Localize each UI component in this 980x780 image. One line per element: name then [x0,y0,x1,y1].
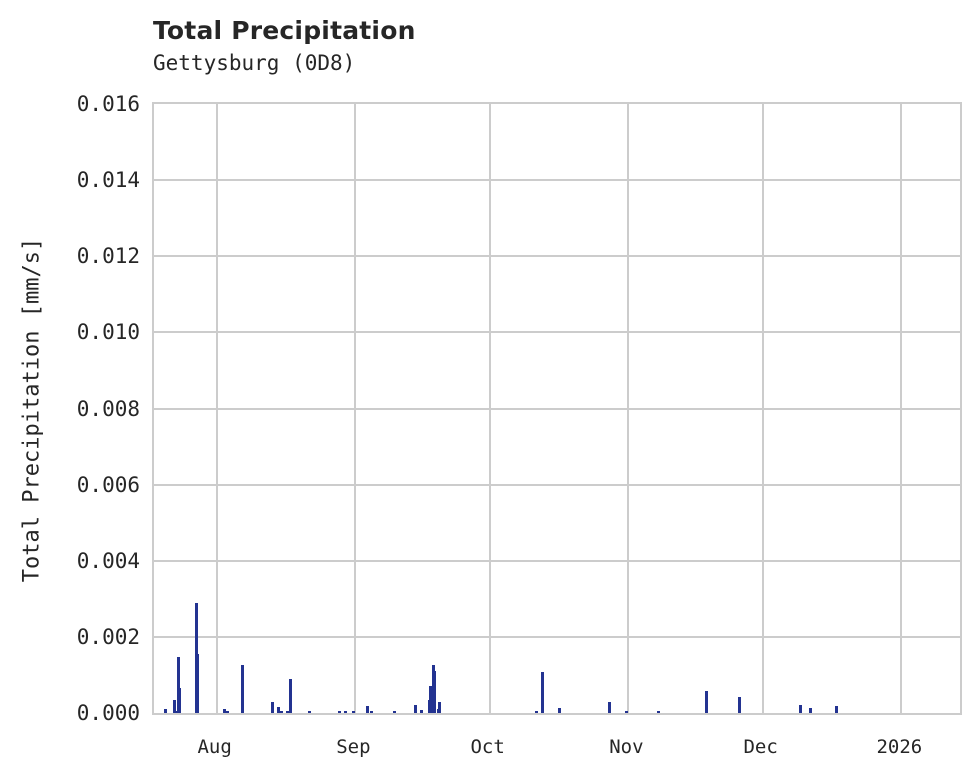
h-gridline [154,635,960,638]
precipitation-bar [656,711,660,713]
y-tick-label: 0.014 [76,168,140,193]
precipitation-bar [437,702,441,713]
precipitation-bar [705,690,709,713]
y-tick-label: 0.002 [76,624,140,649]
v-gridline [488,104,491,713]
precipitation-bar [799,705,803,713]
precipitation-bar [624,711,628,713]
precipitation-bar [535,711,539,713]
chart-subtitle: Gettysburg (0D8) [153,51,356,75]
h-gridline [154,559,960,562]
precipitation-bar [607,702,611,713]
precipitation-bar [369,711,373,713]
precipitation-bar [366,706,370,713]
h-gridline [154,331,960,334]
precipitation-bar [276,707,280,713]
plot-area [152,102,962,715]
v-gridline [215,104,218,713]
precipitation-bar [343,711,347,713]
x-tick-label: Dec [743,736,778,758]
x-tick-label: Aug [197,736,232,758]
precipitation-bar [433,671,437,713]
precipitation-bar [271,702,275,713]
precipitation-bar [428,686,432,713]
precipitation-bar [226,711,230,713]
precipitation-bar [540,672,544,713]
precipitation-bar [177,656,181,713]
precipitation-bar [288,678,292,713]
precipitation-bar [307,711,311,713]
precipitation-bar [195,603,198,713]
h-gridline [154,255,960,258]
x-tick-label: Nov [609,736,644,758]
y-tick-label: 0.010 [76,320,140,345]
precipitation-bar [172,699,176,713]
y-tick-label: 0.006 [76,472,140,497]
precipitation-bar [338,711,342,713]
y-tick-label: 0.000 [76,701,140,725]
v-gridline [761,104,764,713]
precipitation-bar [557,708,561,713]
x-tick-label: 2026 [876,736,923,758]
v-gridline [627,104,630,713]
y-tick-label: 0.012 [76,244,140,269]
precipitation-bar [834,706,838,713]
h-gridline [154,179,960,182]
v-gridline [354,104,357,713]
x-tick-label: Oct [470,736,505,758]
y-tick-label: 0.016 [76,92,140,116]
x-tick-label: Sep [336,736,371,758]
h-gridline [154,407,960,410]
precipitation-bar [392,711,396,713]
precipitation-bar [351,711,355,713]
precipitation-bar [222,709,226,713]
h-gridline [154,483,960,486]
y-tick-label: 0.004 [76,548,140,573]
precipitation-bar [240,664,244,713]
precipitation-bar [737,697,741,713]
precipitation-bar [280,711,284,713]
v-gridline [900,104,903,713]
precipitation-bar [809,708,813,713]
precipitation-bar [414,705,418,713]
precipitation-bar [419,709,423,713]
precipitation-bar [285,711,289,713]
precipitation-bar [163,709,167,713]
y-tick-label: 0.008 [76,396,140,421]
chart-title: Total Precipitation [153,16,416,45]
